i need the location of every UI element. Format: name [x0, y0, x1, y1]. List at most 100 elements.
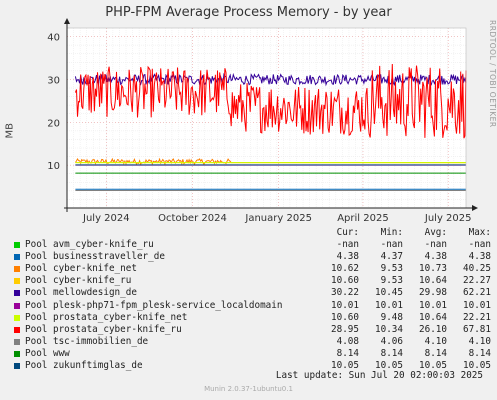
legend-series-name: Pool businesstraveller_de: [25, 251, 165, 263]
series-lines: [74, 63, 467, 191]
legend-value-min: -nan: [380, 239, 403, 251]
legend-value-min: 9.53: [380, 263, 403, 275]
legend-value-avg: 26.10: [419, 323, 447, 335]
y-tick-labels: 10 20 30 40: [47, 33, 60, 173]
legend-swatch: [14, 278, 20, 285]
legend-value-avg: 8.14: [424, 347, 447, 359]
legend-entry: Pool mellowdesign_de 30.22 10.45 29.98 62.21: [14, 287, 494, 299]
legend-series-name: Pool tsc-immobilien_de: [25, 335, 149, 347]
legend-value-cur: -nan: [336, 239, 359, 251]
legend-header-min: Min:: [380, 227, 403, 238]
chart-title: PHP-FPM Average Process Memory - by year: [105, 5, 392, 20]
legend-header-avg: Avg:: [424, 227, 447, 238]
legend-value-cur: 10.62: [331, 263, 359, 275]
legend-value-cur: 10.60: [331, 275, 359, 287]
legend-value-cur: 10.01: [331, 299, 359, 311]
x-tick-label: April 2025: [337, 213, 388, 224]
legend-series-name: Pool avm_cyber-knife_ru: [25, 239, 154, 251]
legend-value-avg: -nan: [424, 239, 447, 251]
legend-swatch: [14, 314, 20, 321]
legend-entry: Pool cyber-knife_net 10.62 9.53 10.73 40.25: [14, 263, 494, 275]
legend-value-min: 9.53: [380, 275, 403, 287]
legend-swatch: [14, 326, 20, 333]
legend-series-name: Pool www: [25, 347, 70, 359]
legend-value-avg: 10.64: [419, 275, 447, 287]
legend-series-name: Pool cyber-knife_ru: [25, 275, 132, 287]
legend-series-name: Pool mellowdesign_de: [25, 287, 137, 299]
legend-value-avg: 4.10: [424, 335, 447, 347]
legend-entry: Pool www 8.14 8.14 8.14 8.14: [14, 348, 494, 360]
legend-value-avg: 10.01: [419, 299, 447, 311]
legend-swatch: [14, 254, 20, 261]
legend-series-name: Pool prostata_cyber-knife_ru: [25, 323, 182, 335]
legend-value-cur: 4.08: [336, 335, 359, 347]
legend-value-max: 4.10: [468, 335, 491, 347]
legend-series-name: Pool cyber-knife_net: [25, 263, 137, 275]
legend-entry: Pool cyber-knife_ru 10.60 9.53 10.64 22.27: [14, 275, 494, 287]
last-update: Last update: Sun Jul 20 02:00:03 2025: [275, 370, 483, 381]
legend-swatch: [14, 338, 20, 345]
legend-value-cur: 28.95: [331, 323, 359, 335]
legend-swatch: [14, 290, 20, 297]
legend: Cur: Min: Avg: Max: Pool avm_cyber-knife…: [14, 227, 494, 372]
legend-entry: Pool prostata_cyber-knife_net 10.60 9.48 10…: [14, 312, 494, 324]
x-tick-label: July 2025: [424, 213, 472, 224]
legend-swatch: [14, 242, 20, 249]
legend-value-max: 67.81: [463, 323, 491, 335]
x-tick-label: July 2024: [82, 213, 130, 224]
legend-value-max: 40.25: [463, 263, 491, 275]
legend-value-max: 4.38: [468, 251, 491, 263]
x-tick-labels: July 2024 October 2024 January 2025 April 2…: [82, 213, 471, 224]
legend-value-min: 4.06: [380, 335, 403, 347]
legend-series-name: Pool prostata_cyber-knife_net: [25, 311, 188, 323]
legend-value-cur: 30.22: [331, 287, 359, 299]
legend-value-cur: 10.05: [331, 360, 359, 372]
legend-value-avg: 10.73: [419, 263, 447, 275]
legend-value-min: 8.14: [380, 347, 403, 359]
legend-value-avg: 10.64: [419, 311, 447, 323]
legend-entry: Pool zukunftimglas_de 10.05 10.05 10.05 10.0…: [14, 360, 494, 372]
chart-plot: 10 20 30 40 July 2024 October 2024 January 20…: [47, 18, 478, 224]
legend-value-max: -nan: [468, 239, 491, 251]
legend-header-max: Max:: [468, 227, 491, 238]
munin-version: Munin 2.0.37-1ubuntu0.1: [204, 385, 293, 393]
legend-header: Cur: Min: Avg: Max:: [14, 227, 494, 239]
legend-value-max: 10.01: [463, 299, 491, 311]
legend-entry: Pool tsc-immobilien_de 4.08 4.06 4.10 4.10: [14, 336, 494, 348]
legend-value-cur: 4.38: [336, 251, 359, 263]
legend-swatch: [14, 266, 20, 273]
y-tick-label: 30: [47, 75, 60, 86]
legend-value-cur: 8.14: [336, 347, 359, 359]
legend-header-cur: Cur:: [336, 227, 359, 238]
legend-value-max: 22.27: [463, 275, 491, 287]
legend-entry: Pool businesstraveller_de 4.38 4.37 4.38 4.3…: [14, 251, 494, 263]
legend-series-name: Pool plesk-php71-fpm_plesk-service_local…: [25, 299, 283, 311]
legend-swatch: [14, 302, 20, 309]
x-tick-label: January 2025: [244, 213, 312, 224]
rrdtool-credit: RRDTOOL / TOBI OETIKER: [488, 20, 497, 128]
legend-value-max: 22.21: [463, 311, 491, 323]
x-axis-arrow: [472, 205, 478, 211]
series-line: [74, 63, 467, 139]
y-axis-arrow: [64, 18, 70, 24]
legend-value-avg: 4.38: [424, 251, 447, 263]
legend-value-cur: 10.60: [331, 311, 359, 323]
legend-value-avg: 29.98: [419, 287, 447, 299]
legend-entry: Pool prostata_cyber-knife_ru 28.95 10.34 26…: [14, 324, 494, 336]
legend-value-max: 8.14: [468, 347, 491, 359]
series-line: [74, 72, 467, 87]
y-tick-label: 20: [47, 118, 60, 129]
legend-value-min: 10.45: [375, 287, 403, 299]
legend-entry: Pool avm_cyber-knife_ru -nan -nan -nan -nan: [14, 239, 494, 251]
legend-swatch: [14, 350, 20, 357]
x-tick-label: October 2024: [158, 213, 227, 224]
legend-swatch: [14, 363, 20, 370]
legend-value-min: 4.37: [380, 251, 403, 263]
legend-value-max: 62.21: [463, 287, 491, 299]
legend-value-avg: 10.05: [419, 360, 447, 372]
legend-value-min: 10.05: [375, 360, 403, 372]
legend-value-min: 10.34: [375, 323, 403, 335]
legend-entry: Pool plesk-php71-fpm_plesk-service_local…: [14, 300, 494, 312]
legend-value-min: 10.01: [375, 299, 403, 311]
legend-value-max: 10.05: [463, 360, 491, 372]
